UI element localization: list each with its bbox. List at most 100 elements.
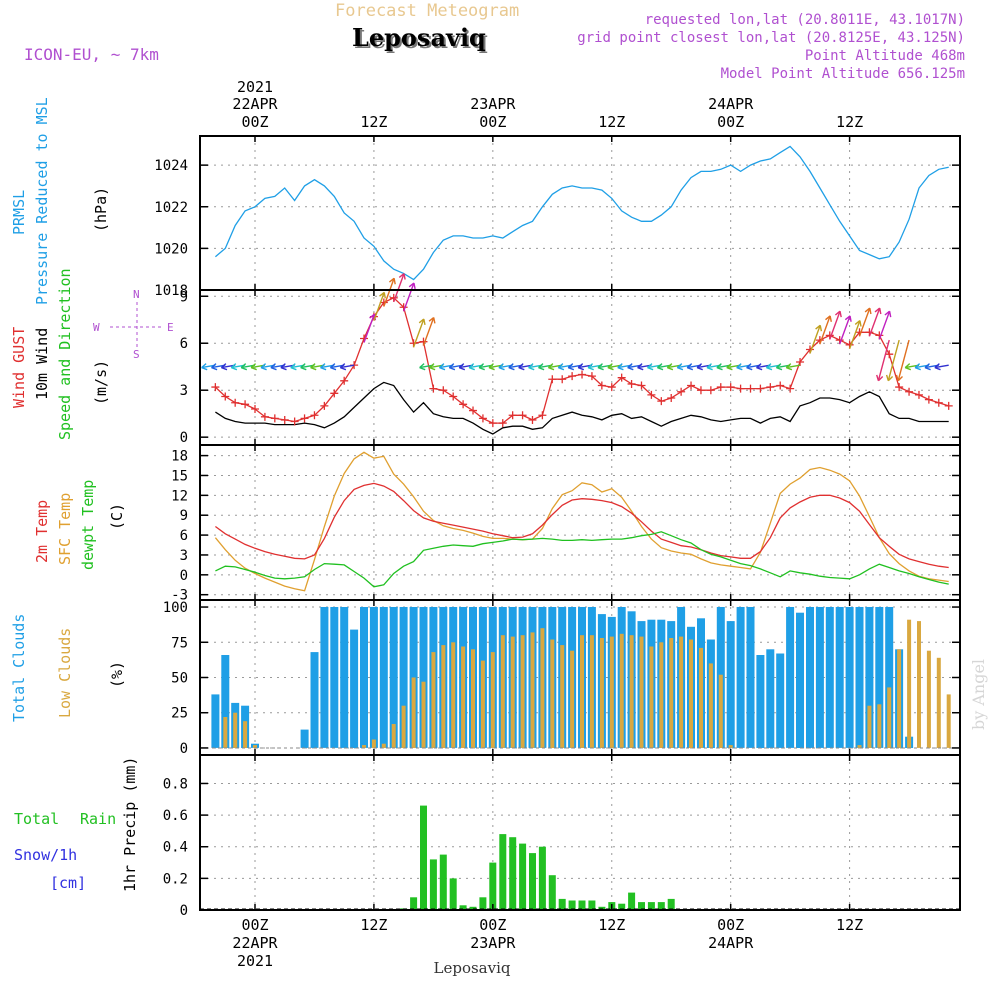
gust-marker: [706, 386, 715, 395]
total-cloud-bar: [845, 607, 854, 748]
rain-bar: [558, 898, 566, 910]
gust-marker: [221, 392, 230, 401]
total-cloud-bar: [330, 607, 339, 748]
total-cloud-bar: [300, 729, 309, 748]
total-cloud-bar: [350, 629, 359, 748]
bottom-time-label: 00Z: [717, 916, 744, 934]
low-cloud-bar: [609, 636, 614, 748]
low-cloud-bar: [371, 739, 376, 748]
precip-bars: [200, 805, 960, 910]
footer-location: Leposaviq: [434, 959, 511, 977]
wind-arrow-head: [398, 273, 406, 280]
low-cloud-bar: [619, 633, 624, 748]
gust-label: Wind GUST: [10, 327, 28, 408]
sfc-temp-label: SFC Temp: [56, 493, 74, 565]
rain-bar: [657, 902, 665, 910]
low-cloud-bar: [936, 657, 941, 748]
low-cloud-bar: [480, 660, 485, 748]
total-cloud-bar: [221, 655, 230, 748]
low-cloud-bar: [451, 642, 456, 748]
low-cloud-bar: [926, 650, 931, 748]
location-title-fg: Leposaviq: [352, 23, 486, 52]
snow-unit: [cm]: [50, 874, 86, 892]
wind-arrow: [412, 318, 425, 348]
gust-marker: [568, 372, 577, 381]
wind-arrow-head: [518, 363, 525, 371]
bottom-time-label: 12Z: [836, 916, 863, 934]
low-cloud-bar: [570, 650, 575, 748]
point-altitude: Point Altitude 468m: [805, 48, 965, 64]
rain-bar: [449, 878, 457, 910]
gust-marker: [597, 381, 606, 390]
requested-coords: requested lon,lat (20.8011E, 43.1017N): [645, 12, 965, 28]
wind-arrow-head: [834, 310, 842, 318]
wind-arrow-head: [379, 291, 386, 299]
compass-w: W: [93, 321, 100, 334]
gust-marker: [578, 370, 587, 379]
total-cloud-bar: [885, 607, 894, 748]
pressure-panel-frame: [199, 135, 961, 291]
wind-arrow: [897, 339, 910, 381]
wind-arrow: [877, 339, 890, 381]
cloud-ytick-label: 25: [171, 706, 188, 722]
wind-arrow-head: [914, 363, 921, 371]
wind-ytick-label: 3: [180, 383, 188, 399]
rain-label: Rain: [80, 810, 116, 828]
wind-direction-label: Speed and Direction: [56, 268, 74, 440]
rain-bar: [489, 862, 497, 910]
total-clouds-label: Total Clouds: [10, 614, 28, 722]
low-cloud-bar: [728, 745, 733, 748]
watermark: by Angel: [969, 659, 988, 730]
rain-bar: [469, 906, 477, 910]
temp-ytick-label: 18: [171, 449, 188, 465]
wind-arrow-head: [468, 363, 475, 371]
gust-marker: [716, 383, 725, 392]
total-cloud-bar: [389, 607, 398, 748]
gust-marker: [746, 384, 755, 393]
low-cloud-bar: [401, 705, 406, 748]
temp-ytick-label: 0: [180, 568, 188, 584]
wind-arrow-head: [656, 363, 664, 371]
top-time-label: 12Z: [598, 113, 625, 131]
wind-arrow-head: [320, 363, 327, 371]
total-cloud-bar: [875, 607, 884, 748]
axes-labels: 1018 1020 1022 1024 0 3 6 9 -3 0 3 6 9 12 15 18 0 25 50 75 1…: [154, 78, 960, 970]
wind-arrow-head: [716, 363, 723, 371]
low-cloud-bar: [907, 619, 912, 748]
bottom-time-label: 00Z: [479, 916, 506, 934]
low-cloud-bar: [510, 636, 515, 748]
gust-marker: [528, 415, 537, 424]
precip-ytick-label: 0.2: [163, 871, 188, 887]
wind10m-label: 10m Wind: [33, 328, 51, 400]
cloud-bars: [200, 607, 960, 749]
wind-arrow: [934, 364, 949, 369]
gust-marker: [677, 387, 686, 396]
total-cloud-bar: [786, 607, 795, 748]
wind-arrow-head: [785, 363, 793, 371]
temp-panel-labels: 2m Temp SFC Temp dewpt Temp (C): [33, 480, 126, 570]
wind-arrow-head: [607, 363, 614, 371]
cloud-unit: (%): [108, 661, 126, 688]
precip-unit: 1hr Precip (mm): [121, 757, 139, 892]
low-cloud-bar: [253, 745, 257, 748]
wind-arrow-head: [557, 363, 565, 371]
temp2m-line: [215, 482, 949, 569]
low-cloud-bar: [550, 639, 555, 748]
rain-bar: [429, 859, 437, 910]
wind-arrow-head: [528, 363, 535, 371]
low-cloud-bar: [490, 652, 495, 748]
low-cloud-bar: [917, 621, 921, 748]
total-label: Total: [14, 810, 59, 828]
temp-unit: (C): [108, 503, 126, 530]
wind-arrow-head: [895, 374, 903, 382]
wind-arrow: [786, 364, 801, 369]
wind-arrow-head: [458, 363, 466, 371]
total-cloud-bar: [419, 607, 428, 748]
gust-marker: [518, 411, 527, 420]
wind-arrow: [848, 320, 861, 350]
wind-arrow-head: [736, 363, 743, 371]
wind-arrow-head: [876, 374, 884, 382]
low-cloud-bar: [500, 635, 505, 748]
wind-arrow-head: [408, 282, 416, 290]
